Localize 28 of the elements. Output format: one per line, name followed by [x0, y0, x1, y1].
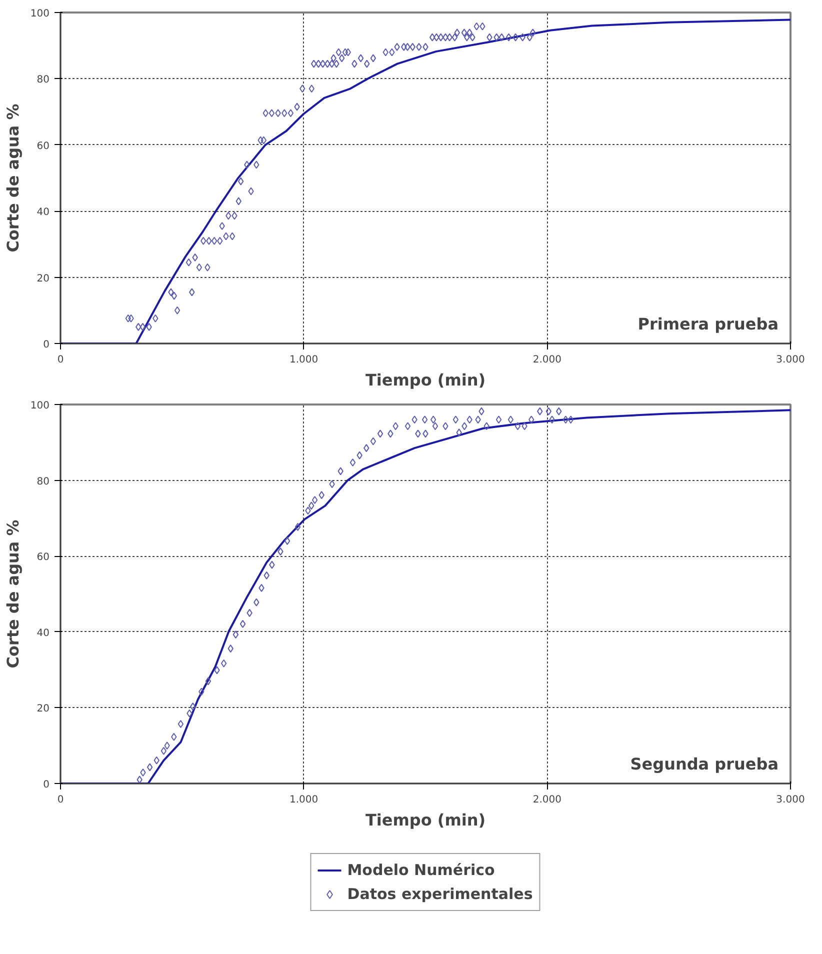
legend-label: Modelo Numérico	[347, 861, 495, 879]
y-tick-label: 80	[36, 476, 50, 488]
x-tick-label: 3.000	[776, 354, 805, 366]
legend-label: Datos experimentales	[347, 885, 533, 903]
x-axis-title: Tiempo (min)	[365, 370, 486, 390]
y-tick-label: 40	[36, 207, 50, 218]
y-tick-label: 80	[36, 74, 50, 86]
y-axis-title: Corte de agua %	[3, 104, 22, 252]
x-axis-title: Tiempo (min)	[365, 810, 486, 830]
y-axis-title: Corte de agua %	[3, 520, 22, 668]
x-tick-label: 1.000	[290, 794, 318, 806]
y-tick-label: 20	[36, 704, 50, 715]
x-tick-label: 0	[57, 794, 64, 806]
x-tick-label: 2.000	[532, 794, 562, 806]
annotation: Segunda prueba	[630, 754, 778, 774]
y-tick-label: 40	[36, 628, 50, 639]
x-tick-label: 1.000	[290, 354, 318, 366]
y-tick-label: 100	[30, 8, 50, 20]
x-tick-label: 2.000	[532, 354, 562, 366]
x-tick-label: 3.000	[776, 794, 805, 806]
y-tick-label: 20	[36, 273, 50, 284]
y-tick-label: 100	[30, 400, 50, 412]
y-tick-label: 0	[43, 780, 50, 790]
annotation: Primera prueba	[638, 314, 778, 334]
x-tick-label: 0	[57, 354, 64, 366]
y-tick-label: 60	[36, 552, 50, 564]
y-tick-label: 0	[43, 340, 50, 350]
y-tick-label: 60	[36, 140, 50, 152]
